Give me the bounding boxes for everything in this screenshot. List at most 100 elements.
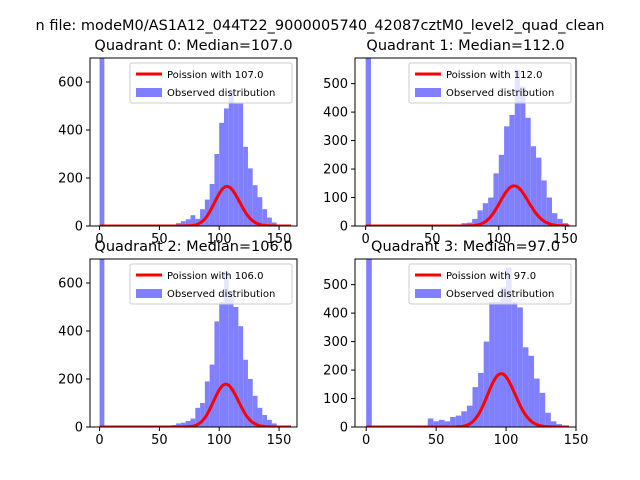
histogram-bar: [262, 209, 268, 226]
histogram-bar: [209, 364, 215, 427]
histogram-bar: [545, 412, 551, 427]
histogram-bar: [219, 122, 225, 226]
y-tick-label: 0: [75, 220, 83, 235]
y-tick-label: 0: [340, 421, 348, 436]
histogram-bar: [520, 86, 526, 226]
x-tick-label: 150: [553, 232, 578, 247]
legend-box: [129, 62, 293, 104]
histogram-bar: [185, 421, 191, 427]
axes-frame: [354, 57, 577, 227]
histogram-bar: [247, 379, 253, 427]
y-tick-label: 0: [340, 220, 348, 235]
histogram-bar: [252, 185, 258, 226]
legend-bar-swatch: [136, 88, 162, 97]
histogram-bar: [195, 218, 201, 226]
legend-label: Poission with 112.0: [446, 70, 542, 81]
x-tick-label: 0: [362, 232, 370, 247]
histogram-bar: [214, 321, 220, 427]
histogram-bar: [267, 217, 272, 226]
histogram-bar: [238, 326, 244, 427]
histogram-bar: [455, 415, 462, 427]
legend: Poission with 107.0 Observed distribution: [129, 62, 293, 104]
histogram-bar: [550, 421, 557, 427]
histogram-bar: [99, 259, 105, 427]
y-tick-label: 300: [323, 335, 348, 350]
histogram-bar: [522, 347, 529, 427]
legend-bar-swatch: [136, 289, 162, 298]
subplot-title: Quadrant 3: Median=97.0: [371, 239, 560, 255]
histogram-bar: [99, 58, 105, 226]
histogram-bar: [243, 359, 248, 427]
histogram-bar: [366, 259, 372, 427]
panels: 0 50 100 150 0 200 400 600 Quadrant 0: Median=10…: [58, 38, 588, 448]
histogram-bar: [498, 154, 505, 226]
histogram-bar: [180, 221, 186, 226]
histogram-bar: [482, 203, 489, 226]
y-tick-label: 100: [323, 191, 348, 206]
histogram-bar: [525, 117, 531, 226]
legend: Poission with 112.0 Observed distribution: [408, 62, 572, 104]
histogram-bar: [534, 378, 540, 427]
axes-frame: [89, 57, 298, 227]
x-tick-label: 100: [494, 433, 519, 448]
plot-area: [366, 259, 570, 427]
histogram-bar: [472, 387, 479, 427]
histogram-bar: [190, 215, 196, 226]
x-tick-label: 50: [428, 433, 445, 448]
histogram-bar: [204, 381, 210, 427]
histogram-bar: [539, 392, 546, 427]
axes-frame: [89, 258, 298, 428]
histogram-bar: [552, 213, 558, 226]
histogram-bar: [200, 403, 205, 427]
histogram-bar: [478, 372, 484, 427]
histogram-bar: [504, 126, 510, 226]
histogram-bar: [444, 421, 451, 427]
y-tick-label: 200: [58, 373, 83, 388]
histogram-bar: [214, 154, 220, 226]
histogram-bar: [483, 341, 490, 427]
x-tick-label: 100: [486, 232, 511, 247]
histogram-bar: [541, 180, 547, 226]
histogram-bar: [461, 411, 467, 427]
x-tick-label: 0: [95, 232, 103, 247]
histogram-bar: [427, 418, 434, 427]
histogram-bar: [224, 271, 229, 427]
legend-label: Poission with 97.0: [446, 271, 536, 282]
histogram-bar: [493, 173, 499, 226]
poisson-line: [99, 185, 292, 226]
histogram-bar: [257, 407, 263, 427]
y-tick-label: 300: [323, 134, 348, 149]
plot-area: [99, 259, 292, 427]
histogram-bar: [185, 219, 191, 226]
histogram-bar: [228, 292, 234, 427]
legend-label: Poission with 106.0: [167, 271, 263, 282]
legend-bar-swatch: [415, 289, 441, 298]
x-tick-label: 150: [267, 433, 292, 448]
legend-box: [408, 263, 572, 305]
legend-label: Observed distribution: [167, 289, 275, 300]
subplot-title: Quadrant 2: Median=106.0: [94, 239, 292, 255]
subplot-2: 0 50 100 150 0 200 400 600 Quadrant 2: Median=10…: [58, 239, 298, 448]
y-tick-label: 400: [58, 124, 83, 139]
x-tick-label: 100: [207, 433, 232, 448]
subplot-3: 0 50 100 150 0 100 200 300 400 500 Quadrant 3: Med…: [323, 239, 588, 448]
histogram-bar: [243, 146, 248, 226]
histogram-bar: [180, 422, 186, 427]
x-tick-label: 50: [151, 433, 168, 448]
x-tick-label: 150: [267, 232, 292, 247]
y-tick-label: 200: [58, 172, 83, 187]
histogram-bar: [433, 421, 439, 427]
legend-box: [129, 263, 293, 305]
legend-label: Observed distribution: [167, 88, 275, 99]
histogram-bar: [466, 405, 473, 427]
histogram-bar: [472, 218, 478, 226]
histogram-bar: [500, 287, 507, 427]
histogram-bar: [252, 395, 258, 427]
histogram-bar: [489, 301, 495, 427]
y-tick-label: 500: [323, 77, 348, 92]
histogram-bar: [488, 197, 494, 226]
histogram-bar: [238, 103, 244, 226]
histogram-bar: [546, 197, 553, 226]
histogram-bar: [228, 91, 234, 226]
histogram-bar: [514, 69, 521, 226]
